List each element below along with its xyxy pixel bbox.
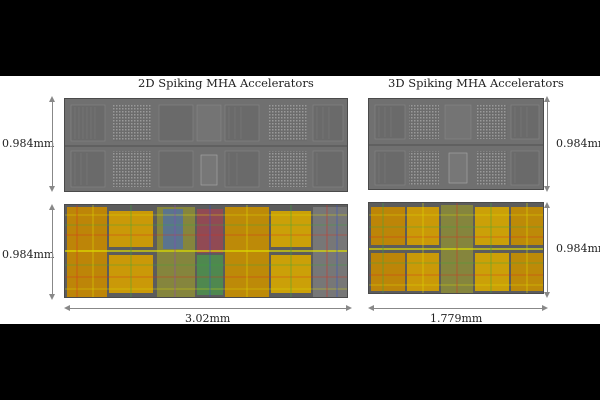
arrow-tip — [544, 186, 550, 192]
arrow-tip — [64, 305, 70, 311]
arrow-tip — [544, 96, 550, 102]
dim-3d-top-height: 0.984mm — [556, 137, 600, 150]
arrow-tip — [542, 305, 548, 311]
chip-3d-routed — [368, 202, 544, 294]
arrow-tip — [544, 202, 550, 208]
arrow-tip — [49, 204, 55, 210]
figure-canvas: 2D Spiking MHA Accelerators 3D Spiking M… — [0, 76, 600, 325]
dim-3d-width: 1.779mm — [430, 312, 483, 325]
arrow-2d-width — [68, 308, 348, 309]
arrow-3d-bottom-height — [547, 204, 548, 296]
arrow-3d-top-height — [547, 98, 548, 190]
title-2d: 2D Spiking MHA Accelerators — [138, 76, 314, 90]
arrow-3d-width — [372, 308, 544, 309]
arrow-tip — [544, 292, 550, 298]
chip-2d-floorplan — [64, 98, 348, 192]
arrow-tip — [346, 305, 352, 311]
dim-2d-bottom-height: 0.984mm — [2, 248, 55, 261]
dim-3d-bottom-height: 0.984mm — [556, 242, 600, 255]
dim-2d-width: 3.02mm — [185, 312, 231, 325]
arrow-tip — [49, 96, 55, 102]
arrow-tip — [49, 186, 55, 192]
arrow-tip — [368, 305, 374, 311]
dim-2d-top-height: 0.984mm — [2, 137, 55, 150]
arrow-2d-bottom-height — [52, 206, 53, 298]
title-3d: 3D Spiking MHA Accelerators — [388, 76, 564, 90]
chip-3d-floorplan — [368, 98, 544, 190]
arrow-tip — [49, 294, 55, 300]
arrow-2d-top-height — [52, 98, 53, 190]
chip-2d-routed — [64, 204, 348, 298]
